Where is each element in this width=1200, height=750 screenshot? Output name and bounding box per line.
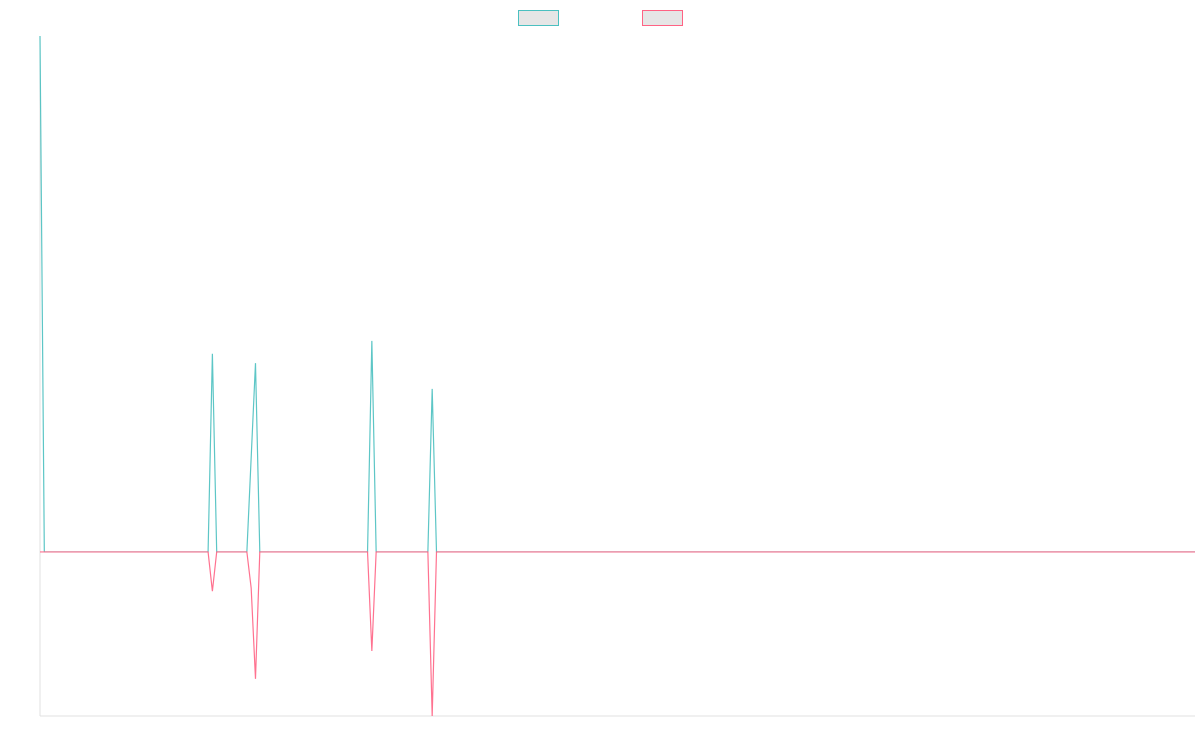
legend-swatch	[642, 10, 683, 26]
line-series	[40, 551, 1195, 717]
legend-swatch	[518, 10, 559, 26]
line-series	[39, 35, 1195, 553]
